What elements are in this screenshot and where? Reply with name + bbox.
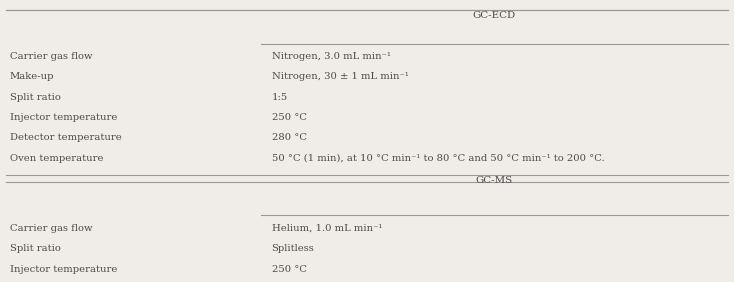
Text: Carrier gas flow: Carrier gas flow [10,224,92,233]
Text: 250 °C: 250 °C [272,265,307,274]
Text: Injector temperature: Injector temperature [10,113,117,122]
Text: GC-ECD: GC-ECD [473,11,516,20]
Text: Split ratio: Split ratio [10,93,60,102]
Text: 250 °C: 250 °C [272,113,307,122]
Text: Nitrogen, 30 ± 1 mL min⁻¹: Nitrogen, 30 ± 1 mL min⁻¹ [272,72,408,81]
Text: Helium, 1.0 mL min⁻¹: Helium, 1.0 mL min⁻¹ [272,224,382,233]
Text: Nitrogen, 3.0 mL min⁻¹: Nitrogen, 3.0 mL min⁻¹ [272,52,390,61]
Text: 1:5: 1:5 [272,93,288,102]
Text: Carrier gas flow: Carrier gas flow [10,52,92,61]
Text: Make-up: Make-up [10,72,54,81]
Text: Oven temperature: Oven temperature [10,154,103,163]
Text: Detector temperature: Detector temperature [10,133,121,142]
Text: Split ratio: Split ratio [10,244,60,253]
Text: 280 °C: 280 °C [272,133,307,142]
Text: Splitless: Splitless [272,244,314,253]
Text: GC-MS: GC-MS [476,176,513,185]
Text: Injector temperature: Injector temperature [10,265,117,274]
Text: 50 °C (1 min), at 10 °C min⁻¹ to 80 °C and 50 °C min⁻¹ to 200 °C.: 50 °C (1 min), at 10 °C min⁻¹ to 80 °C a… [272,154,604,163]
